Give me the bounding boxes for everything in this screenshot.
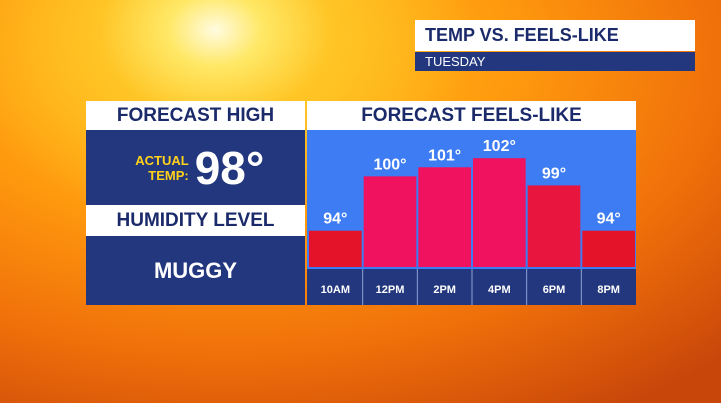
- chart-title: FORECAST FEELS-LIKE: [307, 101, 636, 130]
- x-tick-label: 6PM: [543, 284, 566, 296]
- bar: [582, 230, 635, 267]
- value-label: 101°: [428, 147, 461, 164]
- bar: [363, 176, 417, 267]
- header-subtitle: TUESDAY: [415, 52, 695, 71]
- actual-temp-value: 98°: [194, 141, 265, 194]
- value-label: 94°: [597, 211, 621, 228]
- forecast-high-title: FORECAST HIGH: [86, 101, 305, 130]
- humidity-title: HUMIDITY LEVEL: [86, 205, 305, 236]
- actual-temp-panel: ACTUAL TEMP: 98°: [86, 130, 305, 205]
- x-tick-label: 4PM: [488, 284, 511, 296]
- value-label: 100°: [373, 156, 406, 173]
- x-tick-label: 10AM: [321, 284, 350, 296]
- x-tick-label: 12PM: [376, 284, 405, 296]
- x-tick-label: 8PM: [597, 284, 620, 296]
- header-title: TEMP VS. FEELS-LIKE: [415, 20, 695, 51]
- actual-temp-label: ACTUAL TEMP:: [135, 152, 189, 183]
- bar: [309, 230, 362, 267]
- bar: [473, 158, 526, 267]
- bar: [418, 167, 471, 267]
- value-label: 99°: [542, 165, 566, 182]
- value-label: 94°: [323, 211, 347, 228]
- x-tick-label: 2PM: [433, 284, 456, 296]
- humidity-value: MUGGY: [86, 236, 305, 305]
- bar: [527, 185, 581, 267]
- chart: 94° 10AM 100° 12PM 101° 2PM 102° 4PM 99° 6PM 94° 8P…: [307, 130, 636, 305]
- value-label: 102°: [483, 138, 516, 155]
